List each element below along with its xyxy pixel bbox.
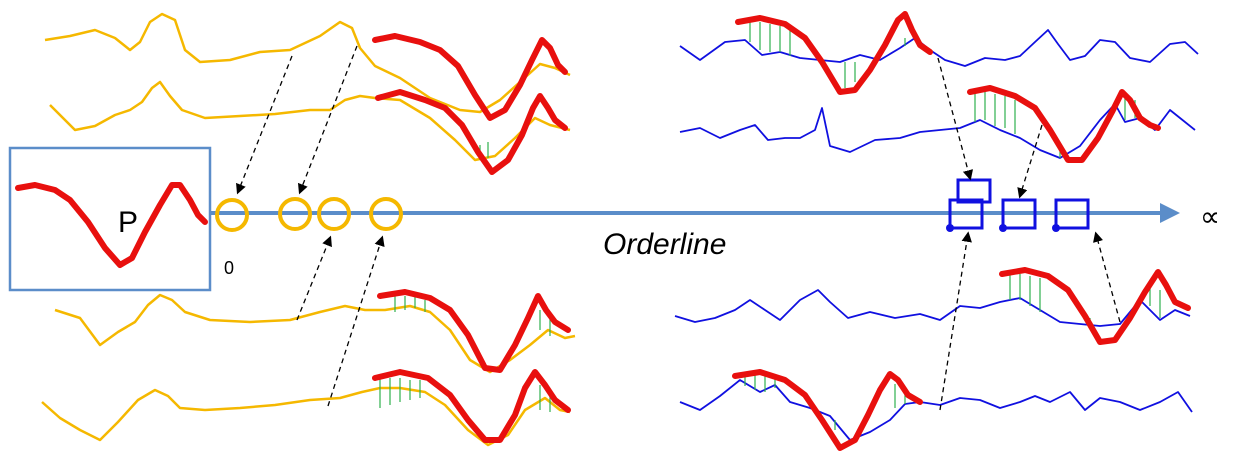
far-match-1 (738, 14, 930, 92)
arrow-far-1 (938, 58, 970, 178)
query-label: P (118, 206, 138, 239)
far-series-4 (680, 380, 1192, 440)
arrow-far-3 (940, 234, 968, 410)
orderline-arrowhead (1160, 203, 1180, 223)
near-series-1 (45, 14, 570, 112)
far-markers (950, 180, 1088, 228)
far-series-2 (680, 104, 1195, 158)
near-series-3 (55, 295, 575, 372)
arrow-near-1 (238, 56, 292, 192)
arrow-far-4 (1096, 234, 1120, 322)
query-box (10, 148, 210, 290)
orderline-title: Orderline (603, 228, 726, 261)
far-match-4 (735, 372, 920, 448)
infinity-label: ∝ (1200, 201, 1220, 232)
near-match-3 (380, 292, 568, 370)
arrow-far-2 (1020, 125, 1042, 196)
far-match-2 (970, 88, 1158, 160)
arrow-near-2 (300, 46, 357, 192)
origin-label: 0 (224, 258, 234, 278)
arrow-near-4 (328, 238, 382, 406)
near-match-4 (375, 372, 568, 440)
arrow-near-3 (297, 238, 330, 320)
near-series-4 (42, 388, 570, 445)
